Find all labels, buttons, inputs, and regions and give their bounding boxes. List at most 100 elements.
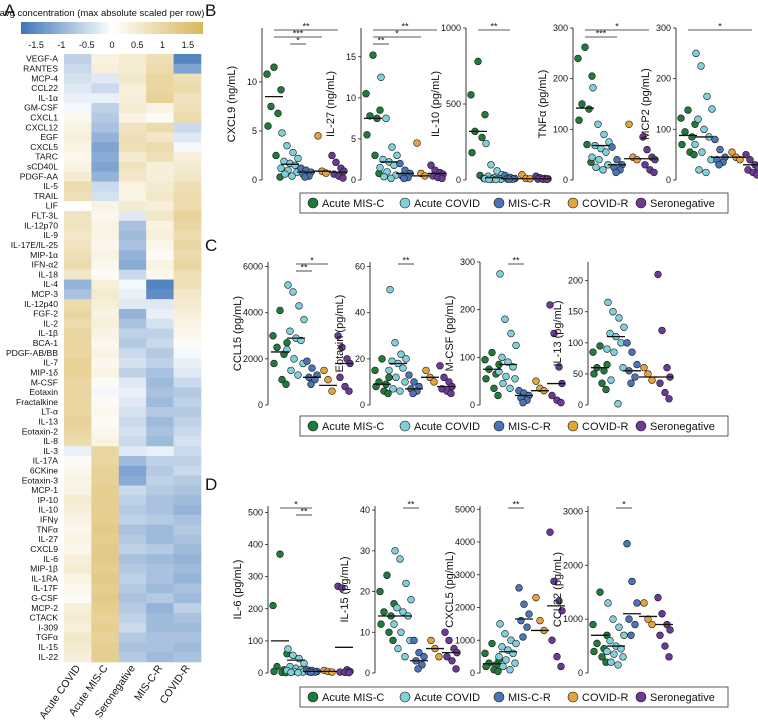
heatmap-cell: [118, 397, 147, 408]
heatmap-cell: [91, 122, 120, 133]
heatmap-row-label: CTACK: [30, 613, 59, 623]
heatmap-cell: [91, 652, 120, 663]
data-point: [468, 148, 476, 157]
heatmap-colorbar-title: avg concentration (max absolute scaled p…: [0, 8, 204, 19]
heatmap-cell: [64, 397, 92, 408]
heatmap-cell: [91, 534, 120, 545]
heatmap-cell: [118, 250, 147, 261]
data-point: [401, 378, 409, 386]
data-point: [274, 109, 282, 118]
data-point: [267, 102, 275, 111]
y-tick-label: 20: [355, 354, 365, 364]
heatmap-cell: [118, 93, 147, 104]
heatmap-cell: [146, 122, 174, 133]
data-point: [391, 339, 399, 347]
data-point: [512, 341, 520, 350]
heatmap-cell: [91, 299, 120, 310]
heatmap-cell: [64, 250, 92, 261]
legend-swatch: [493, 420, 505, 432]
heatmap-row-label: MCP-3: [31, 289, 58, 299]
heatmap-cell: [146, 367, 174, 378]
scatter-plot: 0 1000 2000 3000 CCL22 (pg/mL) *: [552, 500, 674, 678]
heatmap-cell: [146, 250, 174, 261]
data-point: [277, 164, 285, 172]
data-point: [506, 384, 514, 393]
data-point: [753, 171, 758, 179]
legend-label: MIS-C-R: [508, 198, 551, 210]
significance-label: *: [615, 22, 619, 32]
heatmap-cell: [91, 554, 120, 565]
y-axis-label: IL-27 (ng/mL): [325, 71, 337, 137]
heatmap-cell: [173, 279, 202, 290]
data-point: [388, 143, 396, 151]
heatmap-cell: [173, 259, 202, 271]
data-point: [548, 391, 556, 400]
significance-label: **: [302, 22, 310, 32]
data-point: [602, 385, 610, 394]
scatter-plot: 0 50 100 150 200 IL-13 (pg/mL): [552, 262, 674, 410]
data-point: [736, 156, 744, 164]
significance-label: **: [402, 256, 410, 266]
data-point: [694, 115, 702, 123]
heatmap-cell: [64, 328, 92, 339]
data-point: [594, 120, 602, 128]
data-point: [654, 593, 662, 602]
colorbar-tick-label: 0: [109, 40, 114, 50]
data-point: [708, 105, 716, 113]
heatmap-cell: [173, 593, 202, 604]
data-point: [592, 163, 600, 172]
heatmap-cell: [64, 475, 92, 486]
heatmap-row-label: IL-22: [38, 652, 58, 662]
panel-letter-a: A: [4, 1, 16, 20]
scatter-plot: 0 2000 4000 6000 CCL15 (pg/mL) ***: [232, 256, 354, 410]
heatmap-cell: [173, 269, 202, 280]
legend-swatch: [493, 197, 505, 209]
heatmap-cell: [118, 161, 147, 172]
heatmap-cell: [146, 642, 174, 653]
panel-letter-c: C: [205, 236, 217, 255]
data-point: [332, 158, 340, 167]
heatmap-cell: [91, 220, 120, 231]
heatmap-cell: [91, 622, 120, 633]
data-point: [314, 132, 322, 140]
y-tick-label: 0: [258, 668, 263, 678]
heatmap-cell: [118, 201, 147, 212]
heatmap-cell: [146, 544, 174, 555]
data-point: [399, 364, 407, 372]
data-point: [328, 151, 336, 160]
heatmap-cell: [173, 632, 202, 643]
data-point: [607, 376, 615, 384]
y-axis-label: IL-15 (pg/mL): [339, 556, 351, 622]
data-point: [410, 378, 418, 386]
heatmap-cell: [173, 514, 202, 526]
heatmap-cell: [91, 465, 120, 476]
data-point: [506, 666, 514, 674]
heatmap-cell: [118, 63, 147, 74]
heatmap-row-label: FGF-2: [33, 309, 58, 319]
data-point: [383, 571, 391, 579]
data-point: [384, 389, 392, 398]
data-point: [692, 49, 700, 58]
legend-label: Acute MIS-C: [322, 692, 384, 704]
data-point: [441, 628, 449, 636]
data-point: [555, 597, 563, 605]
data-point: [602, 148, 610, 156]
data-point: [716, 145, 724, 154]
heatmap-cell: [173, 495, 202, 506]
heatmap-cell: [118, 534, 147, 545]
heatmap-cell: [173, 622, 202, 633]
heatmap-cell: [173, 554, 202, 565]
significance-label: *: [718, 22, 722, 32]
data-point: [502, 372, 510, 381]
data-point: [289, 288, 297, 296]
heatmap-row-label: CXCL5: [30, 142, 58, 152]
heatmap-cell: [173, 230, 202, 241]
heatmap-cell: [64, 112, 92, 123]
heatmap-cell: [64, 299, 92, 310]
heatmap-cell: [91, 171, 120, 182]
heatmap-cell: [118, 377, 147, 388]
data-point: [502, 656, 510, 664]
heatmap-cell: [118, 573, 147, 584]
colorbar-tick-label: -0.5: [79, 40, 95, 50]
